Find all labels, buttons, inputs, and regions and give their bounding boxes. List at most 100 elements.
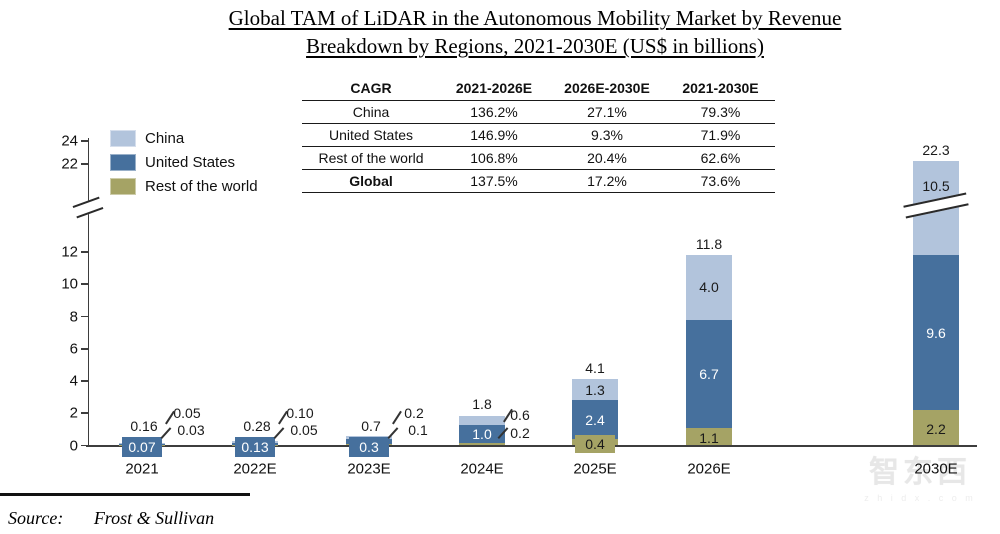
- y-tick: [81, 315, 88, 318]
- y-tick-label: 22: [61, 155, 78, 173]
- us-value-label: 9.6: [926, 324, 946, 341]
- cell-value: 136.2%: [440, 100, 548, 124]
- leader-line: [160, 427, 172, 439]
- x-axis-label: 2026E: [687, 460, 731, 478]
- bar-total-label: 0.7: [361, 418, 381, 434]
- y-tick: [81, 251, 88, 253]
- chart-title-line1: Global TAM of LiDAR in the Autonomous Mo…: [228, 6, 842, 30]
- us-value-box: 0.3: [349, 437, 389, 457]
- legend-item-rest-of-world: Rest of the world: [110, 178, 258, 195]
- bar-segment-rest-of-the-world: [459, 442, 505, 446]
- cell-value: 79.3%: [666, 100, 775, 124]
- row-label: Global: [302, 169, 440, 193]
- leader-line: [392, 410, 402, 424]
- x-axis: [86, 444, 977, 447]
- y-tick: [81, 347, 88, 350]
- row-value-box: 0.4: [575, 435, 615, 453]
- cell-value: 146.9%: [440, 123, 548, 147]
- row-value-label: 0.03: [177, 422, 205, 438]
- cell-value: 71.9%: [666, 123, 775, 147]
- y-axis: [87, 138, 90, 446]
- row-value-label: 0.1: [408, 422, 428, 438]
- legend-label: China: [145, 130, 185, 147]
- source-text: Frost & Sullivan: [93, 508, 215, 528]
- x-axis-label: 2030E: [914, 460, 958, 478]
- cell-value: 20.4%: [548, 146, 666, 170]
- x-axis-label: 2023E: [347, 460, 391, 478]
- bar-segment-rest-of-the-world: [686, 427, 732, 446]
- watermark: 智东西 z h i d x . c o m: [855, 447, 985, 503]
- cagr-table-header: 2021-2026E: [440, 76, 548, 101]
- legend-swatch-china: [110, 130, 136, 147]
- y-tick: [81, 163, 88, 165]
- cell-value: 62.6%: [666, 146, 775, 170]
- table-row: China 136.2% 27.1% 79.3%: [302, 100, 775, 124]
- row-label: China: [302, 100, 440, 124]
- bar-segment-united-states: [913, 255, 959, 411]
- bar-segment-china: [459, 416, 505, 427]
- bar-total-label: 1.8: [472, 396, 492, 413]
- china-value-label: 0.05: [173, 405, 201, 421]
- china-value-label: 10.5: [922, 177, 950, 194]
- legend-item-china: China: [110, 130, 258, 147]
- bar-segment-united-states: [686, 319, 732, 428]
- row-value-label: 2.2: [926, 420, 946, 437]
- row-value-label: 0.05: [290, 422, 318, 438]
- cell-value: 137.5%: [440, 169, 548, 193]
- bar-segment-china: [572, 379, 618, 401]
- cell-value: 17.2%: [548, 169, 666, 193]
- us-value-box: 0.13: [235, 437, 275, 457]
- table-row: United States 146.9% 9.3% 71.9%: [302, 123, 775, 147]
- cagr-table-header: CAGR: [302, 76, 440, 101]
- china-value-label: 1.3: [585, 381, 605, 398]
- watermark-url: z h i d x . c o m: [864, 493, 976, 503]
- source-prefix: Source:: [8, 508, 64, 528]
- cell-value: 9.3%: [548, 123, 666, 147]
- source-note: Source: Frost & Sullivan: [8, 508, 214, 529]
- legend-label: United States: [145, 154, 236, 171]
- row-value-label: 0.2: [510, 425, 530, 441]
- source-divider-line: [0, 493, 250, 496]
- leader-line: [387, 427, 399, 439]
- y-tick: [81, 140, 88, 142]
- table-row: Rest of the world 106.8% 20.4% 62.6%: [302, 146, 775, 170]
- cagr-table-header: 2021-2030E: [666, 76, 775, 101]
- us-value-label: 2.4: [585, 411, 605, 428]
- row-label: United States: [302, 123, 440, 147]
- china-value-label: 4.0: [699, 279, 719, 296]
- cell-value: 27.1%: [548, 100, 666, 124]
- y-tick-label: 6: [69, 340, 78, 358]
- x-axis-label: 2025E: [573, 460, 617, 478]
- legend-label: Rest of the world: [145, 178, 258, 195]
- y-tick: [81, 412, 88, 415]
- y-tick: [81, 444, 88, 447]
- us-value-box: 0.07: [122, 437, 162, 457]
- bar-total-label: 11.8: [695, 236, 723, 253]
- china-value-label: 0.6: [510, 407, 530, 423]
- y-tick-label: 8: [69, 308, 78, 325]
- chart-title: Global TAM of LiDAR in the Autonomous Mo…: [70, 4, 1000, 60]
- china-value-label: 0.2: [404, 405, 424, 421]
- x-axis-label: 2022E: [233, 460, 277, 478]
- cell-value: 73.6%: [666, 169, 775, 193]
- us-value-label: 6.7: [699, 365, 719, 382]
- y-tick-label: 12: [61, 243, 78, 261]
- bar-segment-united-states: [572, 400, 618, 440]
- cagr-table-header: 2026E-2030E: [548, 76, 666, 101]
- table-row: Global 137.5% 17.2% 73.6%: [302, 169, 775, 193]
- x-axis-label: 2021: [125, 460, 159, 478]
- y-tick: [81, 380, 88, 382]
- cagr-table-header-row: CAGR 2021-2026E 2026E-2030E 2021-2030E: [302, 76, 775, 101]
- y-tick-label: 4: [69, 372, 78, 390]
- row-label: Rest of the world: [302, 146, 440, 170]
- legend-item-united-states: United States: [110, 154, 258, 171]
- bar-total-label: 4.1: [585, 360, 605, 377]
- y-tick-label: 2: [69, 404, 78, 422]
- row-value-label: 1.1: [699, 429, 719, 446]
- us-value-box: 1.0: [459, 425, 505, 444]
- y-tick: [81, 283, 88, 286]
- bar-total-label: 0.16: [130, 418, 158, 434]
- legend-swatch-rest-of-world: [110, 178, 136, 195]
- bar-segment-china: [686, 255, 732, 320]
- legend: China United States Rest of the world: [110, 130, 258, 195]
